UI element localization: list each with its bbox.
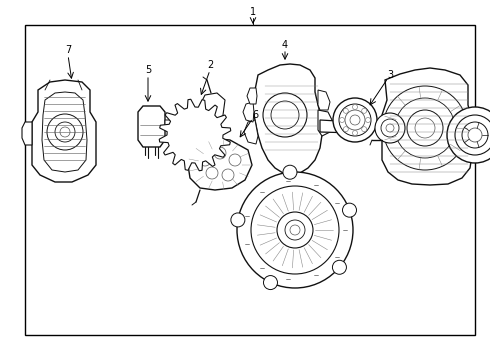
Circle shape bbox=[415, 118, 435, 138]
Circle shape bbox=[271, 101, 299, 129]
Circle shape bbox=[407, 110, 443, 146]
Text: 4: 4 bbox=[282, 40, 288, 50]
Circle shape bbox=[352, 104, 358, 109]
Circle shape bbox=[343, 108, 348, 113]
Text: 2: 2 bbox=[207, 60, 213, 70]
Polygon shape bbox=[320, 120, 358, 133]
Circle shape bbox=[366, 117, 370, 122]
Circle shape bbox=[343, 127, 348, 132]
Circle shape bbox=[222, 169, 234, 181]
Polygon shape bbox=[32, 80, 96, 182]
Circle shape bbox=[455, 115, 490, 155]
Circle shape bbox=[187, 127, 203, 143]
Circle shape bbox=[237, 172, 353, 288]
Circle shape bbox=[362, 108, 367, 113]
Polygon shape bbox=[42, 92, 87, 172]
Circle shape bbox=[343, 203, 357, 217]
Circle shape bbox=[55, 122, 75, 142]
Text: 1: 1 bbox=[250, 7, 256, 17]
Circle shape bbox=[462, 122, 488, 148]
Text: 6: 6 bbox=[252, 110, 258, 120]
Circle shape bbox=[352, 131, 358, 135]
Polygon shape bbox=[244, 120, 258, 144]
Polygon shape bbox=[138, 106, 165, 147]
Circle shape bbox=[333, 98, 377, 142]
Circle shape bbox=[231, 213, 245, 227]
Circle shape bbox=[386, 124, 394, 132]
Circle shape bbox=[47, 114, 83, 150]
Circle shape bbox=[229, 154, 241, 166]
Circle shape bbox=[375, 113, 405, 143]
Text: 5: 5 bbox=[145, 65, 151, 75]
Polygon shape bbox=[318, 90, 330, 110]
Circle shape bbox=[179, 119, 211, 151]
Polygon shape bbox=[22, 122, 32, 145]
Circle shape bbox=[332, 260, 346, 274]
Circle shape bbox=[199, 154, 211, 166]
Circle shape bbox=[350, 115, 360, 125]
Circle shape bbox=[206, 167, 218, 179]
Circle shape bbox=[381, 119, 399, 137]
Polygon shape bbox=[188, 138, 252, 190]
Circle shape bbox=[285, 220, 305, 240]
Circle shape bbox=[383, 86, 467, 170]
Circle shape bbox=[263, 93, 307, 137]
Circle shape bbox=[345, 110, 365, 130]
Polygon shape bbox=[165, 120, 175, 130]
Circle shape bbox=[277, 212, 313, 248]
Circle shape bbox=[340, 117, 344, 122]
Bar bbox=[24, 25, 475, 335]
Circle shape bbox=[362, 127, 367, 132]
Circle shape bbox=[60, 127, 70, 137]
Circle shape bbox=[251, 186, 339, 274]
Polygon shape bbox=[247, 88, 257, 104]
Circle shape bbox=[283, 165, 297, 179]
Circle shape bbox=[468, 128, 482, 142]
Polygon shape bbox=[252, 64, 322, 175]
Circle shape bbox=[339, 104, 371, 136]
Polygon shape bbox=[382, 68, 472, 185]
Polygon shape bbox=[243, 102, 254, 122]
Circle shape bbox=[264, 275, 277, 289]
Text: 7: 7 bbox=[65, 45, 71, 55]
Circle shape bbox=[214, 147, 226, 159]
Polygon shape bbox=[159, 99, 231, 171]
Circle shape bbox=[447, 107, 490, 163]
Circle shape bbox=[290, 225, 300, 235]
Polygon shape bbox=[318, 110, 333, 136]
Circle shape bbox=[395, 98, 455, 158]
Text: 3: 3 bbox=[387, 70, 393, 80]
Polygon shape bbox=[200, 93, 225, 125]
